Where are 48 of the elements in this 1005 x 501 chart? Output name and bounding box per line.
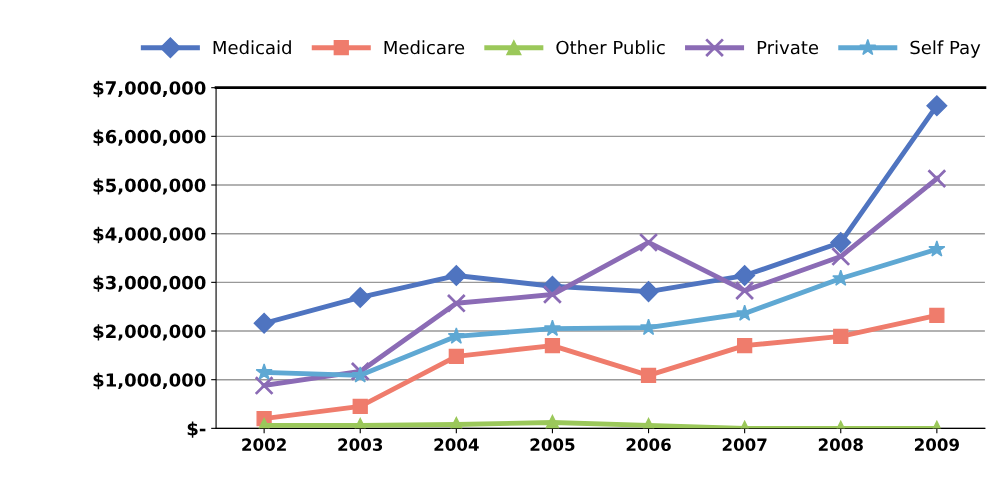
point [447,327,465,344]
x-tick-label: 2004 [434,438,479,451]
point [737,337,753,354]
point [734,280,755,301]
point [640,367,657,383]
point [542,284,563,305]
x-tick-label: 2006 [626,438,671,451]
x-tick-label: 2005 [530,438,575,451]
x-tick-label: 2007 [722,438,767,451]
y-tick-label: $2,000,000 [93,324,206,341]
point [734,265,756,287]
point [929,307,945,324]
y-tick-label: $- [187,421,206,438]
point [254,375,274,396]
point [831,246,851,267]
x-tick-label: 2002 [242,438,286,451]
point [638,232,659,253]
point [352,398,368,415]
point [253,312,275,334]
legend-label: Self Pay [910,40,981,58]
y-tick-label: $1,000,000 [93,372,206,390]
legend-label: Private [757,40,819,55]
point [926,95,948,117]
legend-label: Medicaid [213,40,291,55]
y-tick-label: $6,000,000 [93,129,206,146]
point [830,231,852,253]
y-tick-label: $4,000,000 [93,226,206,244]
legend-label: Other Public [556,40,665,55]
point [255,363,273,380]
point [928,240,946,257]
x-tick-label: 2008 [818,438,863,451]
point [446,293,467,313]
y-tick-label: $7,000,000 [93,80,206,98]
y-tick-label: $5,000,000 [93,178,206,195]
point [638,281,660,303]
y-tick-label: $3,000,000 [93,275,206,292]
legend-label: Medicare [384,40,465,55]
point [349,286,371,308]
point [445,265,467,287]
point [927,168,947,189]
point [833,328,849,345]
point [350,361,370,382]
point [639,318,658,336]
point [544,337,561,354]
point [543,319,562,337]
point [448,348,464,364]
x-tick-label: 2009 [914,438,959,451]
x-tick-label: 2003 [338,438,383,451]
